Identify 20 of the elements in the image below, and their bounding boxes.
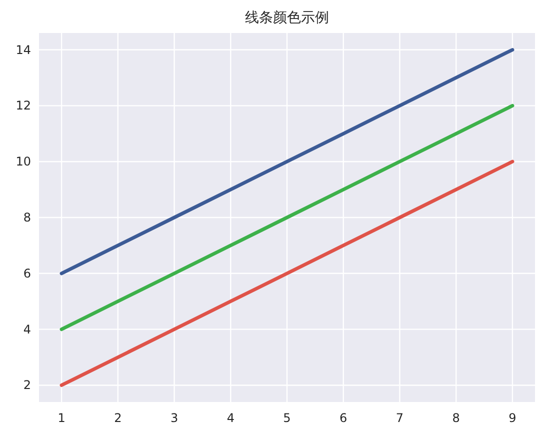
x-tick-label: 4 bbox=[226, 411, 234, 425]
x-tick-label: 5 bbox=[283, 411, 291, 425]
line-series bbox=[60, 48, 514, 276]
line-series bbox=[60, 160, 514, 387]
y-tick-label: 8 bbox=[23, 210, 31, 224]
x-tick-label: 1 bbox=[58, 411, 66, 425]
x-tick-label: 7 bbox=[396, 411, 404, 425]
y-tick-label: 14 bbox=[16, 42, 31, 57]
x-tick-label: 2 bbox=[114, 411, 122, 425]
x-tick-label: 3 bbox=[170, 411, 178, 425]
y-tick-label: 12 bbox=[16, 98, 31, 113]
y-tick-label: 2 bbox=[23, 378, 31, 392]
x-tick-label: 6 bbox=[340, 411, 348, 425]
x-tick-label: 9 bbox=[508, 411, 516, 425]
chart-title: 线条颜色示例 bbox=[245, 10, 329, 26]
y-tick-label: 4 bbox=[23, 322, 31, 336]
y-tick-label: 6 bbox=[23, 266, 31, 280]
x-tick-label: 8 bbox=[452, 411, 460, 425]
y-tick-label: 10 bbox=[16, 154, 31, 169]
line-series bbox=[60, 104, 514, 332]
